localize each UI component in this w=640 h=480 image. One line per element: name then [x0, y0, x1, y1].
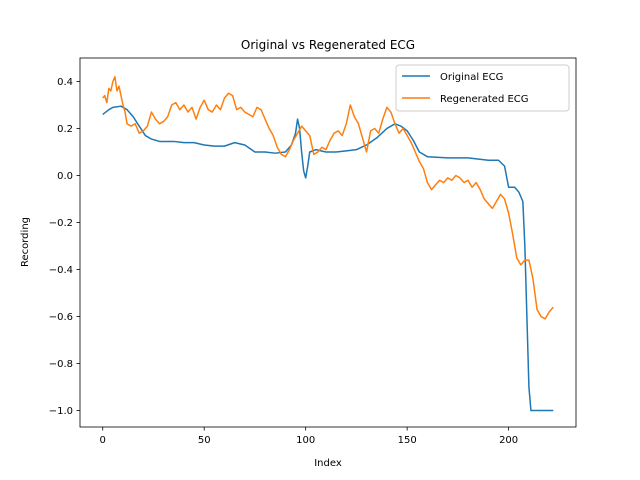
- series-layer: [102, 76, 554, 412]
- x-tick-label-0: 0: [100, 435, 106, 446]
- plot-area: [102, 76, 554, 412]
- y-tick-label-0: −1.0: [49, 406, 73, 417]
- chart-title: Original vs Regenerated ECG: [241, 38, 415, 52]
- y-tick-label-1: −0.8: [49, 359, 73, 370]
- x-tick-label-4: 200: [499, 435, 518, 446]
- series-line-0: [102, 105, 554, 412]
- y-tick-label-4: −0.2: [49, 218, 73, 229]
- y-tick-label-2: −0.6: [49, 312, 73, 323]
- y-tick-label-5: 0.0: [57, 171, 73, 182]
- x-axis-ticks: 0 50 100 150 200: [100, 427, 518, 446]
- legend-label-original: Original ECG: [440, 72, 503, 83]
- legend-box: [395, 64, 570, 112]
- y-tick-label-3: −0.4: [49, 265, 73, 276]
- legend-label-regenerated: Regenerated ECG: [440, 94, 529, 105]
- x-axis-label: Index: [314, 458, 342, 469]
- x-tick-label-1: 50: [198, 435, 211, 446]
- y-axis-label: Recording: [20, 217, 31, 267]
- legend: Original ECG Regenerated ECG: [395, 64, 570, 112]
- x-tick-label-3: 150: [398, 435, 417, 446]
- series-line-1: [102, 76, 554, 320]
- y-axis-ticks: −1.0 −0.8 −0.6 −0.4 −0.2 0.0 0.2 0.4: [49, 77, 80, 417]
- plot-frame: [79, 57, 577, 428]
- x-tick-label-2: 100: [296, 435, 315, 446]
- y-tick-label-6: 0.2: [57, 124, 73, 135]
- y-tick-label-7: 0.4: [57, 77, 73, 88]
